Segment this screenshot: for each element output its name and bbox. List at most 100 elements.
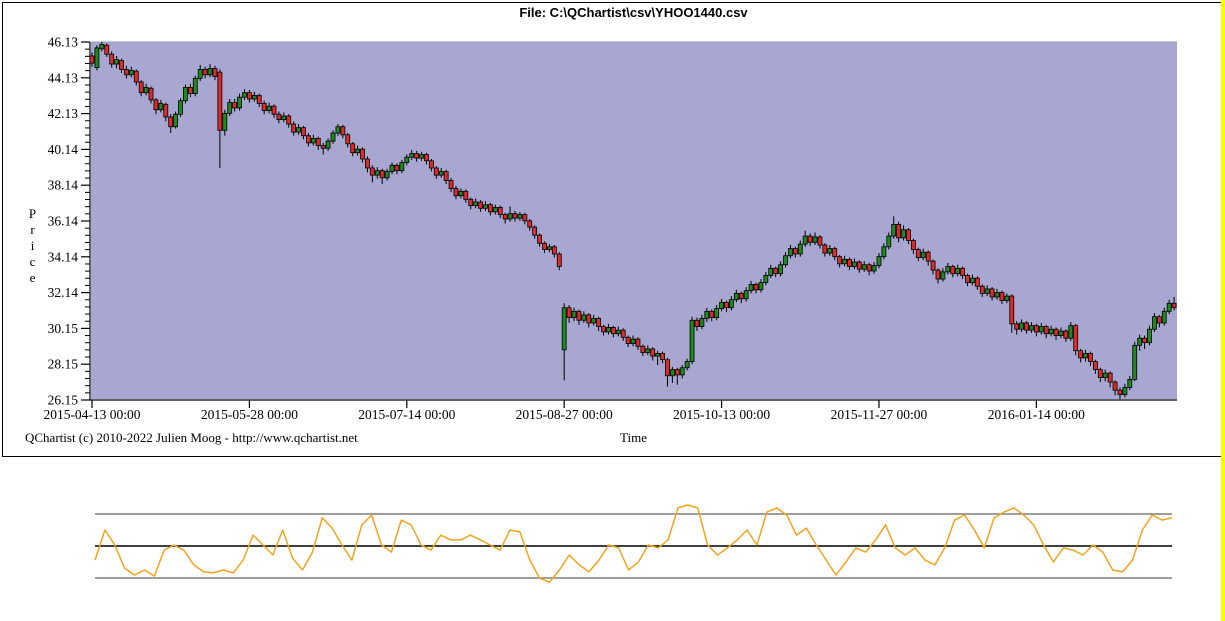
- candle[interactable]: [729, 299, 734, 309]
- candle[interactable]: [802, 235, 808, 245]
- candle[interactable]: [345, 134, 351, 145]
- candle[interactable]: [542, 242, 547, 250]
- candle[interactable]: [753, 284, 759, 291]
- candle[interactable]: [1147, 328, 1152, 344]
- candle[interactable]: [365, 158, 370, 169]
- candle[interactable]: [940, 271, 946, 280]
- candle[interactable]: [448, 180, 454, 189]
- candle[interactable]: [979, 285, 985, 294]
- candle[interactable]: [891, 224, 897, 237]
- candle[interactable]: [1117, 389, 1123, 396]
- candle[interactable]: [404, 156, 410, 163]
- candle[interactable]: [965, 275, 970, 284]
- candle[interactable]: [443, 171, 449, 181]
- candle[interactable]: [620, 329, 626, 338]
- candle[interactable]: [389, 164, 395, 172]
- candle[interactable]: [335, 126, 341, 134]
- candle[interactable]: [246, 92, 252, 100]
- candle[interactable]: [532, 226, 538, 236]
- candle[interactable]: [296, 127, 301, 133]
- candle[interactable]: [797, 243, 803, 255]
- candle[interactable]: [743, 290, 749, 300]
- candle[interactable]: [192, 77, 198, 95]
- candle[interactable]: [374, 170, 380, 176]
- candle[interactable]: [758, 282, 764, 291]
- candle[interactable]: [173, 113, 179, 128]
- candle[interactable]: [478, 201, 483, 209]
- candle[interactable]: [1019, 322, 1025, 330]
- candle[interactable]: [665, 359, 670, 377]
- candle[interactable]: [1161, 310, 1167, 324]
- candle[interactable]: [906, 229, 911, 241]
- candle[interactable]: [714, 308, 720, 318]
- candle[interactable]: [419, 154, 424, 159]
- candle[interactable]: [1024, 322, 1029, 331]
- candle[interactable]: [645, 348, 651, 353]
- candle[interactable]: [315, 137, 321, 146]
- candle[interactable]: [473, 201, 479, 206]
- candle[interactable]: [168, 116, 174, 128]
- candle[interactable]: [610, 327, 616, 335]
- candle[interactable]: [606, 327, 611, 333]
- candle[interactable]: [832, 248, 838, 258]
- candle[interactable]: [660, 353, 665, 361]
- candle[interactable]: [237, 96, 242, 109]
- candle[interactable]: [355, 148, 361, 154]
- candle[interactable]: [625, 336, 631, 344]
- candle[interactable]: [837, 256, 843, 265]
- candle[interactable]: [428, 160, 434, 169]
- candle[interactable]: [1102, 372, 1108, 379]
- candle[interactable]: [915, 249, 921, 258]
- candle[interactable]: [694, 319, 700, 327]
- candle[interactable]: [1033, 325, 1039, 333]
- candle[interactable]: [463, 190, 469, 200]
- candle[interactable]: [178, 100, 183, 115]
- candle[interactable]: [114, 59, 120, 65]
- candle[interactable]: [669, 369, 675, 377]
- candle[interactable]: [1053, 328, 1059, 336]
- candle[interactable]: [350, 143, 356, 154]
- candle[interactable]: [492, 206, 498, 213]
- candle[interactable]: [778, 264, 784, 275]
- candle[interactable]: [547, 246, 552, 250]
- candle[interactable]: [856, 261, 862, 270]
- candle[interactable]: [202, 69, 208, 76]
- candle[interactable]: [261, 103, 267, 112]
- candle[interactable]: [517, 214, 523, 219]
- candle[interactable]: [502, 214, 508, 220]
- candle[interactable]: [630, 338, 636, 344]
- candle[interactable]: [601, 326, 606, 333]
- candle[interactable]: [861, 264, 867, 270]
- candle[interactable]: [1092, 361, 1098, 370]
- candle[interactable]: [1137, 337, 1143, 346]
- candle[interactable]: [581, 314, 587, 321]
- candle[interactable]: [930, 260, 936, 271]
- candle[interactable]: [306, 135, 311, 144]
- candle[interactable]: [635, 338, 641, 347]
- candle[interactable]: [866, 264, 872, 272]
- candle[interactable]: [847, 258, 852, 267]
- candle[interactable]: [768, 267, 774, 276]
- candle[interactable]: [763, 275, 769, 284]
- candle[interactable]: [497, 206, 503, 215]
- candle[interactable]: [232, 102, 238, 109]
- candle[interactable]: [207, 68, 213, 76]
- candle[interactable]: [556, 253, 562, 267]
- candle[interactable]: [453, 188, 459, 197]
- candle[interactable]: [1029, 325, 1034, 331]
- candle[interactable]: [217, 71, 223, 131]
- candle[interactable]: [738, 292, 744, 300]
- candle[interactable]: [1122, 387, 1128, 396]
- candle[interactable]: [458, 190, 464, 197]
- candle[interactable]: [655, 353, 661, 357]
- candle[interactable]: [1068, 325, 1074, 339]
- candle[interactable]: [827, 248, 833, 254]
- candle[interactable]: [591, 318, 597, 324]
- candle[interactable]: [227, 102, 233, 114]
- candle[interactable]: [792, 248, 798, 255]
- candle[interactable]: [301, 127, 306, 137]
- candle[interactable]: [576, 310, 582, 321]
- candle[interactable]: [876, 256, 882, 267]
- candle[interactable]: [1083, 353, 1088, 359]
- candle[interactable]: [945, 266, 951, 273]
